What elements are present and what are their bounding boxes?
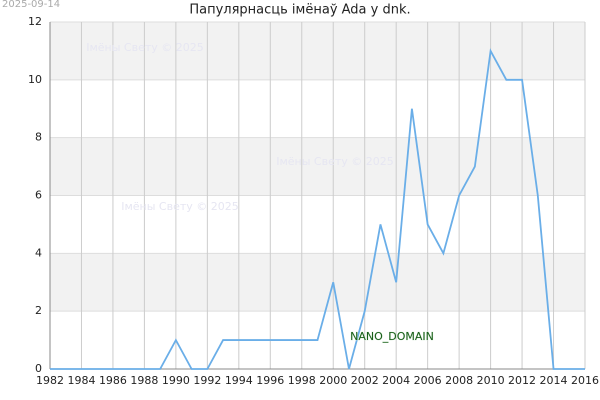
data-line	[50, 48, 585, 370]
x-tick-label: 1994	[225, 374, 253, 387]
y-tick-label: 10	[28, 73, 42, 86]
y-tick-label: 12	[28, 15, 42, 28]
x-tick-label: 2004	[382, 374, 410, 387]
x-tick-label: 2008	[445, 374, 473, 387]
x-tick-label: 2014	[540, 374, 568, 387]
grid-band	[50, 137, 585, 196]
y-tick-label: 8	[35, 131, 42, 144]
x-tick-label: 1988	[130, 374, 158, 387]
x-tick-label: 1986	[99, 374, 127, 387]
annotation: NANO_DOMAIN	[350, 330, 434, 343]
chart-title: Папулярнасць імёнаў Ada у dnk.	[189, 3, 410, 18]
x-tick-label: 1996	[256, 374, 284, 387]
x-tick-label: 2016	[571, 374, 599, 387]
x-tick-label: 1990	[162, 374, 190, 387]
watermark: Імёны Свету © 2025	[121, 200, 239, 213]
x-tick-label: 2006	[414, 374, 442, 387]
x-tick-label: 1998	[288, 374, 316, 387]
x-tick-label: 1982	[36, 374, 64, 387]
x-tick-label: 2010	[477, 374, 505, 387]
y-tick-label: 4	[35, 246, 42, 259]
grid-band	[50, 22, 585, 80]
y-tick-label: 0	[35, 362, 42, 375]
y-tick-label: 6	[35, 189, 42, 202]
x-tick-label: 2000	[319, 374, 347, 387]
x-tick-label: 1984	[67, 374, 95, 387]
date-stamp: 2025-09-14	[2, 0, 60, 10]
x-tick-label: 1992	[193, 374, 221, 387]
grid-band	[50, 253, 585, 312]
x-tick-label: 2002	[351, 374, 379, 387]
x-tick-label: 2012	[508, 374, 536, 387]
watermark: Імёны Свету © 2025	[276, 155, 394, 168]
watermark: Імёны Свету © 2025	[86, 41, 204, 54]
y-tick-label: 2	[35, 304, 42, 317]
